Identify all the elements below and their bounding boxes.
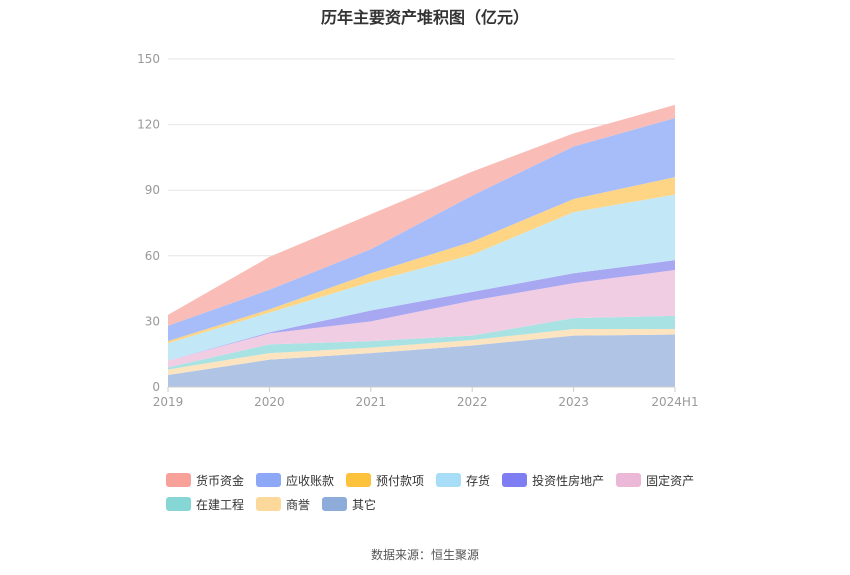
legend-label: 货币资金: [196, 473, 245, 488]
legend-label: 商誉: [286, 497, 311, 512]
x-tick-label: 2020: [254, 395, 285, 409]
axes: 0 30 60 90 120 150 2019 2020 2021 2022 2023 2024H1: [137, 52, 699, 409]
legend-item[interactable]: 在建工程: [166, 496, 244, 512]
legend-item[interactable]: 商誉: [256, 496, 310, 512]
legend-item[interactable]: 存货: [436, 472, 490, 488]
legend-swatch: [166, 473, 191, 487]
y-tick-label: 90: [145, 183, 160, 197]
legend-label: 在建工程: [196, 497, 245, 512]
y-tick-label: 60: [145, 249, 160, 263]
x-tick-label: 2023: [558, 395, 589, 409]
legend-item[interactable]: 货币资金: [166, 472, 244, 488]
area-series-5: [168, 194, 675, 361]
legend-label: 应收账款: [286, 473, 335, 488]
area-series-6: [168, 177, 675, 344]
legend-swatch: [256, 473, 282, 487]
data-source: 数据来源：恒生聚源: [370, 548, 479, 562]
area-series-8: [168, 104, 675, 326]
legend-item[interactable]: 投资性房地产: [502, 472, 604, 488]
legend-item[interactable]: 其它: [322, 496, 376, 512]
legend-swatch: [502, 473, 528, 487]
y-tick-label: 0: [152, 380, 160, 394]
legend-swatch: [346, 473, 372, 487]
legend-label: 固定资产: [646, 473, 695, 488]
y-tick-label: 150: [137, 52, 160, 66]
legend-label: 投资性房地产: [532, 473, 605, 488]
area-series-1: [168, 329, 675, 375]
area-series-2: [168, 315, 675, 370]
legend-item[interactable]: 预付款项: [346, 472, 424, 488]
legend-swatch: [166, 497, 191, 511]
area-series-0: [168, 334, 675, 387]
legend-swatch: [322, 497, 348, 511]
y-tick-label: 30: [145, 314, 160, 328]
x-tick-label: 2021: [356, 395, 387, 409]
legend-label: 其它: [352, 497, 377, 512]
legend-item[interactable]: 固定资产: [616, 472, 694, 488]
x-tick-label: 2019: [153, 395, 184, 409]
area-series-3: [168, 270, 675, 368]
legend-label: 存货: [466, 473, 491, 488]
legend-swatch: [256, 497, 282, 511]
chart-title: 历年主要资产堆积图（亿元）: [320, 8, 529, 27]
legend-swatch: [616, 473, 642, 487]
legend-swatch: [436, 473, 462, 487]
area-series-4: [168, 260, 675, 361]
area-series: [168, 104, 675, 387]
legend-label: 预付款项: [376, 473, 425, 488]
legend-item[interactable]: 应收账款: [256, 472, 334, 488]
y-tick-label: 120: [137, 118, 160, 132]
chart-legend: 货币资金 应收账款 预付款项 存货 投资性房地产 固定资产在建工程 商誉 其它: [166, 472, 726, 512]
x-tick-label: 2022: [457, 395, 488, 409]
x-tick-label: 2024H1: [651, 395, 698, 409]
area-series-7: [168, 118, 675, 342]
